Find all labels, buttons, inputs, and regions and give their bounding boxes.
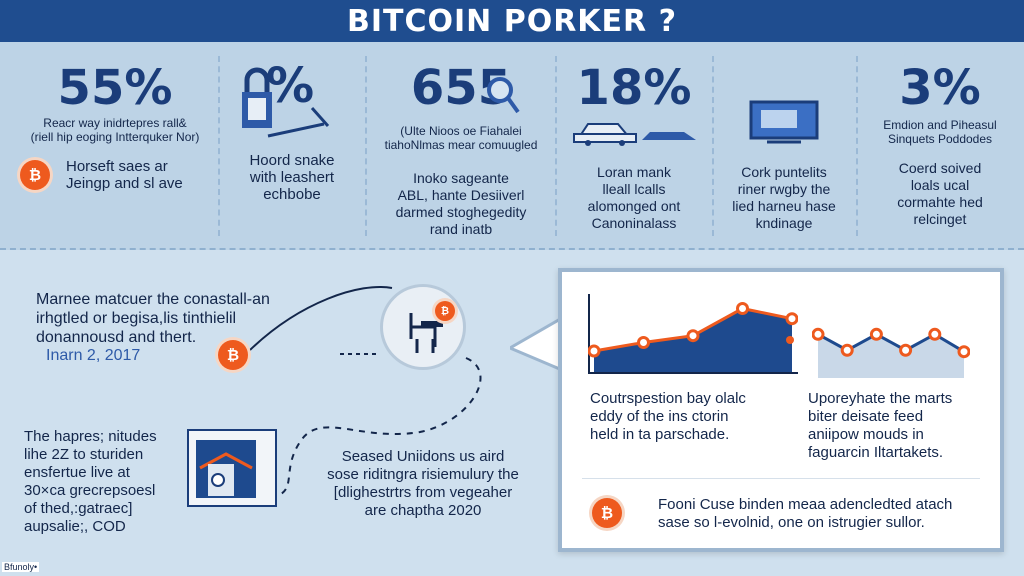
panel-left-text: Coutrspestion bay olalc eddy of the ins … xyxy=(590,390,746,443)
stat-card-3: 655 (Ulte Nioos oe Fiahalei tiahoNlmas m… xyxy=(372,52,550,248)
panel-right-text: Uporeyhate the marts biter deisate feed … xyxy=(808,390,953,461)
stat-value: 655 xyxy=(410,60,512,116)
stat-caption: Reacr way inidrtepres rall& (riell hip e… xyxy=(30,116,200,144)
orange-dot-marker xyxy=(786,336,794,344)
stat-value: 3% xyxy=(899,60,981,116)
page-title: BITCOIN PORKER ? xyxy=(346,3,677,39)
chart-panel: Coutrspestion bay olalc eddy of the ins … xyxy=(558,268,1004,552)
data-point xyxy=(928,327,942,341)
chart-axis xyxy=(588,294,798,374)
data-point xyxy=(588,344,601,358)
data-point xyxy=(957,345,970,359)
data-point xyxy=(637,336,650,349)
chair-icon: ₿ xyxy=(380,284,466,370)
story-text-2: The hapres; nitudes lihe 2Z to sturiden … xyxy=(24,428,157,535)
connector-path xyxy=(249,286,482,499)
data-point xyxy=(785,312,798,326)
panel-bottom-text: Fooni Cuse binden meaa adencledted atach… xyxy=(658,496,953,531)
stats-band xyxy=(0,42,1024,250)
stat-card-5: Cork puntelits riner rwgby the lied harn… xyxy=(718,52,850,248)
panel-divider xyxy=(582,478,980,479)
callout-pointer xyxy=(510,318,562,372)
bitcoin-coin-icon: ₿ xyxy=(218,340,248,370)
stat-description: Coerd soived loals ucal cormahte hed rel… xyxy=(897,160,983,227)
divider xyxy=(712,56,714,236)
stat-caption: Emdion and Piheasul Sinquets Poddodes xyxy=(883,118,997,146)
brand-watermark: Bfunoly• xyxy=(2,562,40,572)
story-date: Inarn 2, 2017 xyxy=(46,347,141,364)
stat-card-2: % Hoord snake with leashert echbobe xyxy=(226,52,358,248)
area-chart-right xyxy=(812,327,970,378)
data-point xyxy=(812,327,825,341)
header-bar: BITCOIN PORKER ? xyxy=(0,0,1024,42)
story-text-1: Marnee matcuer the conastall-an irhgtled… xyxy=(36,291,270,346)
stat-card-6: 3% Emdion and Piheasul Sinquets Poddodes… xyxy=(864,52,1016,248)
bitcoin-coin-icon: ₿ xyxy=(435,301,455,321)
stat-description: Loran mank lleall lcalls alomonged ont C… xyxy=(587,164,681,231)
stat-description: Inoko sageante ABL, hante Desiiverl darm… xyxy=(395,170,527,237)
story-text-3: Seased Uniidons us aird sose riditngra r… xyxy=(327,448,519,519)
divider xyxy=(218,56,220,236)
divider xyxy=(365,56,367,236)
chart-area xyxy=(818,334,964,378)
data-point xyxy=(736,302,749,315)
magnifier-icon xyxy=(487,77,520,114)
stat-description: Horseft saes ar Jeingp and sl ave xyxy=(66,158,183,192)
stat-caption: (Ulte Nioos oe Fiahalei tiahoNlmas mear … xyxy=(384,124,538,152)
stat-value: % xyxy=(266,58,315,114)
car-icon xyxy=(573,123,696,146)
bitcoin-coin-icon: ₿ xyxy=(592,498,622,528)
data-point xyxy=(686,329,700,343)
divider xyxy=(555,56,557,236)
safe-icon xyxy=(186,428,278,508)
stat-card-4: 18% Loran mank lleall lcalls alomonged o… xyxy=(560,52,708,248)
stat-description: Hoord snake with leashert echbobe xyxy=(249,152,335,203)
divider xyxy=(856,56,858,236)
data-point xyxy=(840,343,854,357)
lock-icon xyxy=(242,67,330,138)
data-point xyxy=(899,343,913,357)
area-chart-left xyxy=(588,294,798,374)
stat-value: 18% xyxy=(576,60,692,116)
stat-value: 55% xyxy=(57,60,173,116)
bitcoin-coin-icon: ₿ xyxy=(20,160,50,190)
screen-icon xyxy=(749,100,819,144)
stat-description: Cork puntelits riner rwgby the lied harn… xyxy=(732,164,836,231)
stat-card-1: 55% Reacr way inidrtepres rall& (riell h… xyxy=(20,52,210,248)
data-point xyxy=(869,327,883,341)
